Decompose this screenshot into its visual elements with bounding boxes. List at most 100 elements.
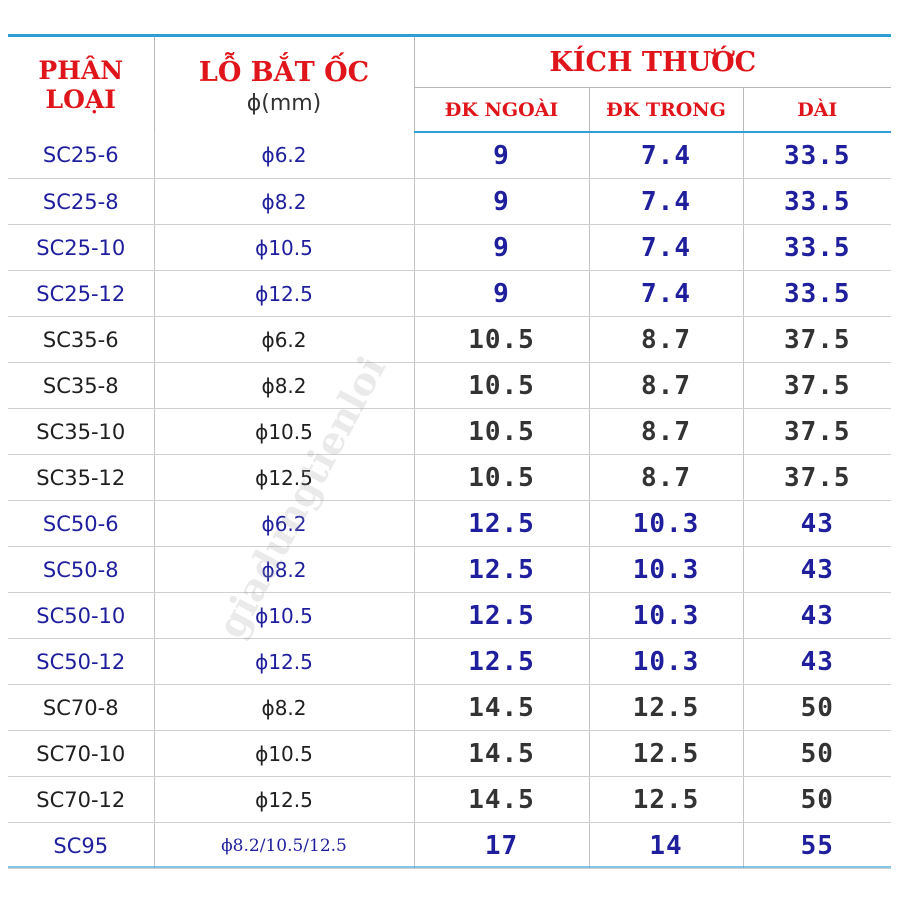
cell-inner-diameter: 7.4 xyxy=(589,132,744,179)
cell-hole: ϕ6.2 xyxy=(154,132,415,179)
header-dimensions: KÍCH THƯỚC xyxy=(414,37,892,88)
cell-length: 37.5 xyxy=(743,408,892,455)
cell-outer-diameter: 10.5 xyxy=(414,454,590,501)
cell-hole: ϕ8.2 xyxy=(154,178,415,225)
cell-hole: ϕ10.5 xyxy=(154,408,415,455)
cell-hole: ϕ8.2 xyxy=(154,362,415,409)
table-row: SC70-12 ϕ12.5 14.5 12.5 50 xyxy=(8,776,892,823)
cell-outer-diameter: 14.5 xyxy=(414,730,590,777)
cell-code: SC35-10 xyxy=(8,408,155,455)
table-row: SC50-12 ϕ12.5 12.5 10.3 43 xyxy=(8,638,892,685)
cell-length: 43 xyxy=(743,592,892,639)
cell-hole: ϕ10.5 xyxy=(154,730,415,777)
table-row: SC25-6 ϕ6.2 9 7.4 33.5 xyxy=(8,132,892,179)
cell-code: SC25-12 xyxy=(8,270,155,317)
cell-length: 33.5 xyxy=(743,270,892,317)
cell-outer-diameter: 10.5 xyxy=(414,408,590,455)
cell-inner-diameter: 8.7 xyxy=(589,362,744,409)
cell-outer-diameter: 9 xyxy=(414,178,590,225)
cell-length: 37.5 xyxy=(743,454,892,501)
table-row: SC25-10 ϕ10.5 9 7.4 33.5 xyxy=(8,224,892,271)
table-row: SC35-6 ϕ6.2 10.5 8.7 37.5 xyxy=(8,316,892,363)
table-row: SC35-10 ϕ10.5 10.5 8.7 37.5 xyxy=(8,408,892,455)
cell-code: SC50-10 xyxy=(8,592,155,639)
cell-code: SC35-12 xyxy=(8,454,155,501)
cell-code: SC25-6 xyxy=(8,132,155,179)
cell-hole: ϕ12.5 xyxy=(154,454,415,501)
cell-outer-diameter: 14.5 xyxy=(414,684,590,731)
cell-inner-diameter: 10.3 xyxy=(589,546,744,593)
cell-length: 33.5 xyxy=(743,132,892,179)
cell-inner-diameter: 12.5 xyxy=(589,684,744,731)
cell-length: 37.5 xyxy=(743,316,892,363)
cell-hole: ϕ8.2/10.5/12.5 xyxy=(154,822,415,869)
cell-code: SC50-8 xyxy=(8,546,155,593)
cell-hole: ϕ10.5 xyxy=(154,224,415,271)
cell-length: 50 xyxy=(743,776,892,823)
cell-inner-diameter: 10.3 xyxy=(589,638,744,685)
bottom-rule xyxy=(8,866,891,868)
cell-outer-diameter: 14.5 xyxy=(414,776,590,823)
cell-length: 50 xyxy=(743,730,892,777)
cell-inner-diameter: 7.4 xyxy=(589,270,744,317)
cell-inner-diameter: 8.7 xyxy=(589,454,744,501)
header-classification: PHÂN LOẠI xyxy=(8,37,155,132)
cell-outer-diameter: 17 xyxy=(414,822,590,869)
cell-length: 33.5 xyxy=(743,178,892,225)
cell-outer-diameter: 10.5 xyxy=(414,316,590,363)
table-row: SC25-8 ϕ8.2 9 7.4 33.5 xyxy=(8,178,892,225)
cell-hole: ϕ12.5 xyxy=(154,270,415,317)
cell-inner-diameter: 12.5 xyxy=(589,776,744,823)
table-row: SC50-10 ϕ10.5 12.5 10.3 43 xyxy=(8,592,892,639)
cell-outer-diameter: 12.5 xyxy=(414,638,590,685)
table-row: SC50-8 ϕ8.2 12.5 10.3 43 xyxy=(8,546,892,593)
cell-hole: ϕ10.5 xyxy=(154,592,415,639)
cell-outer-diameter: 12.5 xyxy=(414,592,590,639)
header-outer-diameter: ĐK NGOÀI xyxy=(414,87,590,133)
cell-length: 43 xyxy=(743,500,892,547)
cell-outer-diameter: 9 xyxy=(414,224,590,271)
cell-inner-diameter: 8.7 xyxy=(589,408,744,455)
cell-inner-diameter: 7.4 xyxy=(589,178,744,225)
cell-inner-diameter: 10.3 xyxy=(589,500,744,547)
table-row: SC35-8 ϕ8.2 10.5 8.7 37.5 xyxy=(8,362,892,409)
cell-length: 43 xyxy=(743,638,892,685)
cell-code: SC35-6 xyxy=(8,316,155,363)
cell-code: SC70-12 xyxy=(8,776,155,823)
header-hole: LỖ BẮT ỐC ϕ(mm) xyxy=(154,37,415,132)
table-row: SC35-12 ϕ12.5 10.5 8.7 37.5 xyxy=(8,454,892,501)
size-spec-table: PHÂN LOẠI LỖ BẮT ỐC ϕ(mm) KÍCH THƯỚC ĐK … xyxy=(8,37,892,869)
spec-rows: SC25-6 ϕ6.2 9 7.4 33.5 SC25-8 ϕ8.2 9 7.4 33.5 SC25… xyxy=(8,132,892,869)
cell-code: SC70-8 xyxy=(8,684,155,731)
cell-outer-diameter: 12.5 xyxy=(414,546,590,593)
cell-hole: ϕ8.2 xyxy=(154,684,415,731)
cell-inner-diameter: 10.3 xyxy=(589,592,744,639)
table-row: SC50-6 ϕ6.2 12.5 10.3 43 xyxy=(8,500,892,547)
cell-inner-diameter: 7.4 xyxy=(589,224,744,271)
cell-length: 50 xyxy=(743,684,892,731)
cell-code: SC70-10 xyxy=(8,730,155,777)
top-rule xyxy=(8,34,891,37)
cell-outer-diameter: 12.5 xyxy=(414,500,590,547)
cell-outer-diameter: 9 xyxy=(414,270,590,317)
cell-code: SC35-8 xyxy=(8,362,155,409)
cell-length: 55 xyxy=(743,822,892,869)
spec-sheet: PHÂN LOẠI LỖ BẮT ỐC ϕ(mm) KÍCH THƯỚC ĐK … xyxy=(8,34,892,869)
cell-length: 33.5 xyxy=(743,224,892,271)
cell-code: SC50-6 xyxy=(8,500,155,547)
cell-hole: ϕ12.5 xyxy=(154,776,415,823)
cell-length: 37.5 xyxy=(743,362,892,409)
table-row: SC70-8 ϕ8.2 14.5 12.5 50 xyxy=(8,684,892,731)
cell-code: SC50-12 xyxy=(8,638,155,685)
cell-code: SC95 xyxy=(8,822,155,869)
table-row: SC70-10 ϕ10.5 14.5 12.5 50 xyxy=(8,730,892,777)
cell-hole: ϕ12.5 xyxy=(154,638,415,685)
cell-inner-diameter: 8.7 xyxy=(589,316,744,363)
cell-outer-diameter: 9 xyxy=(414,132,590,179)
cell-code: SC25-8 xyxy=(8,178,155,225)
table-row: SC95 ϕ8.2/10.5/12.5 17 14 55 xyxy=(8,822,892,869)
header-hole-unit: ϕ(mm) xyxy=(246,90,322,116)
cell-code: SC25-10 xyxy=(8,224,155,271)
cell-hole: ϕ6.2 xyxy=(154,316,415,363)
cell-length: 43 xyxy=(743,546,892,593)
